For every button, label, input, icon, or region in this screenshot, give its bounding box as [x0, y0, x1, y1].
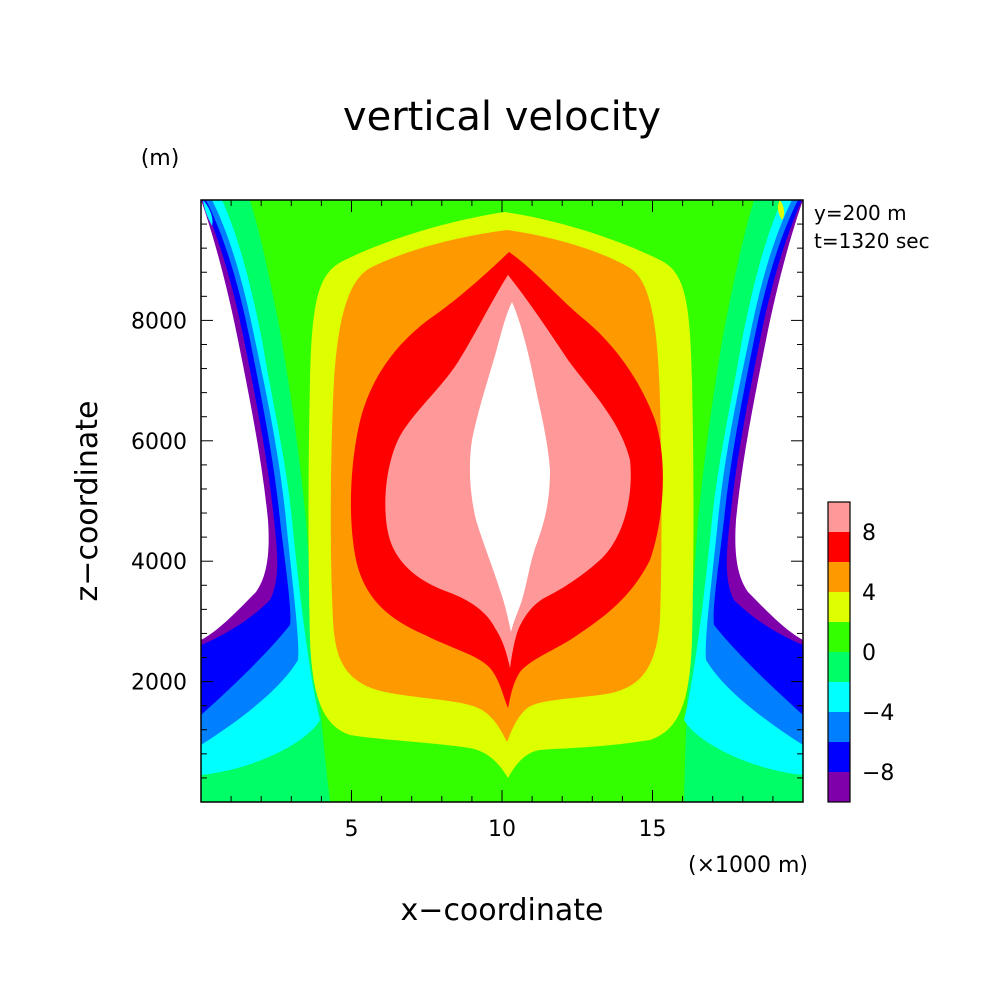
axis-ticks: [201, 200, 803, 802]
axis-tick-labels: 5 10 15 2000 4000 6000 8000: [131, 309, 667, 842]
x-tick-label: 5: [345, 817, 359, 842]
colorbar-label: −8: [862, 761, 894, 786]
colorbar-label: 0: [862, 641, 876, 666]
band-right-white: [735, 200, 803, 640]
colorbar-swatch: [828, 532, 850, 562]
y-tick-label: 6000: [131, 430, 187, 455]
y-tick-label: 8000: [131, 309, 187, 334]
annotation-y: y=200 m: [814, 201, 907, 225]
y-axis-label: z−coordinate: [70, 401, 105, 602]
colorbar-swatch: [828, 772, 850, 802]
colorbar-swatch: [828, 682, 850, 712]
band-center-core: [469, 302, 550, 632]
colorbar-frame: [827, 501, 851, 803]
x-unit-label: (×1000 m): [688, 853, 808, 878]
x-tick-label: 10: [488, 817, 516, 842]
plot-area: [201, 200, 803, 802]
top-edge-detail-right: [777, 200, 785, 220]
chart-title: vertical velocity: [343, 94, 661, 140]
band-left-white: [201, 200, 269, 640]
colorbar: −8 −4 0 4 8: [827, 501, 894, 803]
colorbar-swatch: [828, 592, 850, 622]
colorbar-swatch: [828, 502, 850, 532]
x-tick-label: 15: [639, 817, 667, 842]
colorbar-swatch: [828, 622, 850, 652]
y-tick-label: 2000: [131, 671, 187, 696]
top-edge-detail-left: [203, 200, 213, 226]
y-tick-label: 4000: [131, 550, 187, 575]
colorbar-label: 4: [862, 581, 876, 606]
colorbar-label: 8: [862, 521, 876, 546]
colorbar-swatch: [828, 652, 850, 682]
y-unit-label: (m): [141, 146, 180, 171]
colorbar-swatch: [828, 562, 850, 592]
x-axis-label: x−coordinate: [401, 893, 604, 928]
annotation-t: t=1320 sec: [814, 229, 930, 253]
colorbar-swatch: [828, 742, 850, 772]
colorbar-label: −4: [862, 701, 894, 726]
colorbar-swatch: [828, 712, 850, 742]
